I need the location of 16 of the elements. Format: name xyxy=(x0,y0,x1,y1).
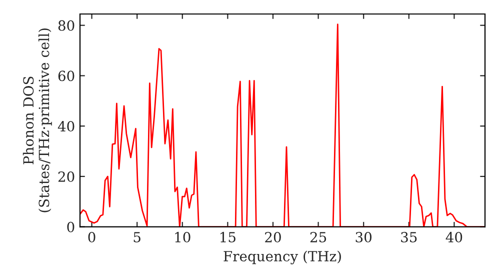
y-tick-label: 20 xyxy=(58,171,74,182)
x-tick-label: 5 xyxy=(134,232,140,242)
y-tick-label: 80 xyxy=(58,20,74,31)
x-tick-label: 30 xyxy=(356,232,372,242)
x-tick-label: 0 xyxy=(88,232,96,242)
x-tick-label: 40 xyxy=(446,232,462,242)
y-axis-title: Phonon DOS (States/THz·primitive cell) xyxy=(22,28,52,212)
x-tick-label: 35 xyxy=(401,232,417,242)
x-axis-title: Frequency (THz) xyxy=(224,250,341,264)
y-tick-label: 60 xyxy=(58,70,74,82)
y-tick-label: 40 xyxy=(58,121,74,132)
x-tick-label: 20 xyxy=(265,232,281,242)
x-tick-label: 10 xyxy=(175,232,190,242)
x-tick-label: 15 xyxy=(220,232,236,242)
y-tick-label: 0 xyxy=(67,222,74,232)
x-tick-label: 25 xyxy=(310,232,326,242)
